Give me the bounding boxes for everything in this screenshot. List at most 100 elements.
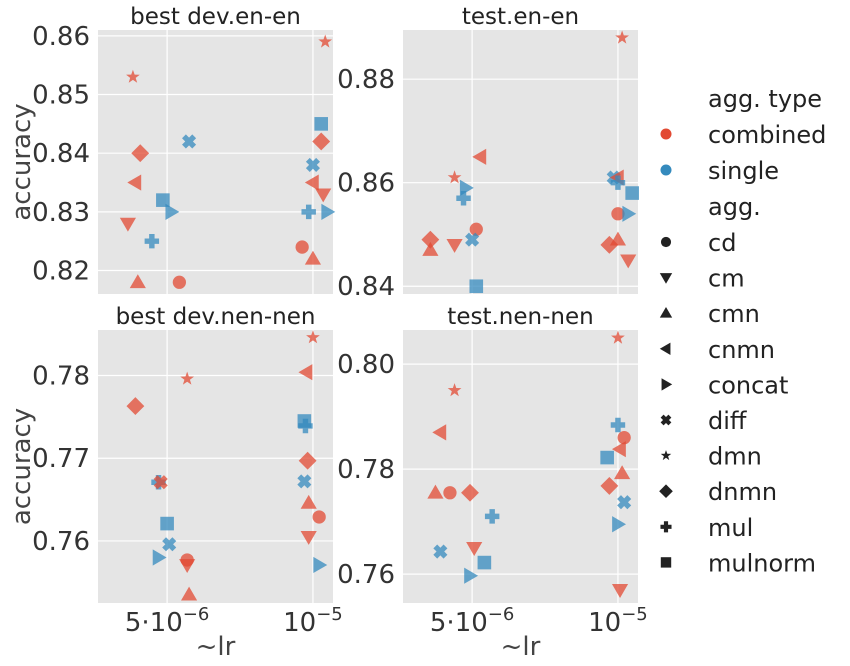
data-point-dnmn bbox=[600, 235, 619, 254]
data-point-mul bbox=[301, 204, 316, 220]
panel-title: best dev.nen-nen bbox=[116, 304, 316, 330]
data-point-diff bbox=[617, 495, 632, 510]
legend-marker-concat bbox=[661, 378, 673, 391]
data-point-cnmn bbox=[432, 424, 447, 441]
data-point-dmn bbox=[126, 69, 140, 83]
legend-marker-dmn bbox=[660, 450, 672, 461]
data-point-dnmn bbox=[421, 230, 440, 249]
legend: agg. type combined single agg. cd cm cmn cnmn co… bbox=[659, 85, 826, 577]
legend-marker-diff bbox=[660, 414, 672, 426]
data-point-mul bbox=[298, 418, 313, 434]
data-point-mulnorm bbox=[160, 516, 174, 531]
y-tick-label: 0.86 bbox=[337, 169, 395, 199]
data-point-cd bbox=[611, 207, 625, 221]
data-point-diff bbox=[182, 134, 197, 149]
data-point-mulnorm bbox=[314, 117, 328, 131]
legend-label-cd: cd bbox=[708, 229, 736, 257]
y-axis-label: accuracy bbox=[7, 408, 37, 525]
data-point-mul bbox=[144, 233, 160, 249]
data-point-mulnorm bbox=[469, 279, 484, 294]
data-point-dmn bbox=[615, 30, 629, 44]
data-point-cd bbox=[172, 275, 187, 289]
data-points bbox=[126, 330, 328, 601]
data-point-cmn bbox=[129, 274, 146, 289]
data-point-dnmn bbox=[131, 144, 150, 163]
legend-marker-single bbox=[660, 164, 672, 176]
y-tick-label: 0.86 bbox=[32, 22, 90, 52]
data-point-cnmn bbox=[298, 364, 313, 381]
legend-label-mul: mul bbox=[708, 514, 753, 542]
data-points bbox=[119, 34, 336, 289]
plot-area bbox=[98, 330, 333, 603]
legend-marker-cm bbox=[659, 273, 673, 284]
data-point-concat bbox=[152, 549, 167, 566]
data-point-mul bbox=[610, 175, 626, 190]
data-point-dnmn bbox=[312, 132, 331, 151]
y-tick-label: 0.76 bbox=[337, 560, 395, 590]
data-point-diff bbox=[305, 157, 320, 172]
panel-4: 0.76 0.78 0.80 5·10−6 10−5 test.nen-nen ~lr bbox=[337, 304, 648, 662]
data-points bbox=[427, 330, 632, 598]
data-point-cnmn bbox=[611, 441, 626, 458]
data-point-cm bbox=[119, 217, 136, 232]
y-tick-label: 0.88 bbox=[337, 65, 395, 95]
x-axis-label: ~lr bbox=[501, 632, 541, 662]
data-point-concat bbox=[165, 203, 180, 220]
legend-label-cmn: cmn bbox=[708, 300, 760, 328]
data-point-cmn bbox=[609, 231, 627, 246]
legend-label-single: single bbox=[708, 157, 779, 185]
y-tick-label: 0.80 bbox=[337, 350, 395, 380]
legend-label-dmn: dmn bbox=[708, 443, 762, 471]
data-point-mulnorm bbox=[625, 186, 639, 200]
panels-layer: 0.82 0.83 0.84 0.85 0.86 best dev.en-en accura… bbox=[7, 4, 648, 662]
data-point-mulnorm bbox=[477, 555, 492, 570]
data-point-diff bbox=[297, 474, 312, 489]
data-point-cm bbox=[300, 531, 317, 545]
x-tick-label: 10−5 bbox=[283, 604, 343, 638]
x-tick-label: 10−5 bbox=[588, 604, 648, 638]
data-point-cm bbox=[315, 188, 332, 203]
data-point-cmn bbox=[614, 465, 631, 480]
data-point-dmn bbox=[611, 330, 625, 344]
data-point-cm bbox=[611, 584, 629, 598]
legend-label-combined: combined bbox=[708, 121, 826, 149]
data-point-dmn bbox=[447, 170, 462, 184]
data-point-mul bbox=[610, 417, 626, 433]
panel-2: 0.84 0.86 0.88 test.en-en bbox=[337, 4, 639, 302]
data-points bbox=[421, 30, 639, 294]
data-point-cd bbox=[443, 486, 457, 500]
data-point-cnmn bbox=[472, 148, 487, 165]
data-point-mulnorm bbox=[156, 193, 170, 207]
y-tick-label: 0.85 bbox=[32, 81, 90, 111]
data-point-cd bbox=[617, 430, 631, 445]
y-tick-label: 0.78 bbox=[337, 455, 395, 485]
data-point-cd bbox=[312, 510, 326, 524]
data-point-cd bbox=[469, 222, 483, 236]
y-axis-label: accuracy bbox=[7, 103, 37, 220]
legend-marker-cmn bbox=[659, 307, 673, 318]
plot-area bbox=[403, 330, 638, 603]
data-point-cm bbox=[620, 254, 637, 269]
data-point-cmn bbox=[304, 250, 322, 265]
data-point-concat bbox=[612, 516, 627, 533]
data-point-cd bbox=[295, 240, 309, 254]
y-tick-label: 0.77 bbox=[32, 444, 90, 474]
data-point-dnmn bbox=[461, 483, 479, 502]
data-point-concat bbox=[622, 205, 637, 222]
data-point-dnmn bbox=[298, 451, 317, 470]
legend-label-cm: cm bbox=[708, 265, 745, 293]
legend-title-agg: agg. bbox=[708, 193, 761, 221]
legend-marker-combined bbox=[660, 128, 672, 140]
plot-area bbox=[98, 30, 333, 294]
legend-marker-cnmn bbox=[659, 342, 671, 355]
data-point-diff bbox=[153, 475, 168, 490]
data-point-cnmn bbox=[127, 174, 142, 191]
data-point-concat bbox=[321, 203, 336, 220]
legend-marker-mulnorm bbox=[660, 557, 672, 568]
legend-label-dnmn: dnmn bbox=[708, 478, 777, 506]
legend-label-concat: concat bbox=[708, 371, 788, 399]
legend-label-diff: diff bbox=[708, 407, 747, 435]
plot-area bbox=[403, 30, 638, 294]
data-point-cm bbox=[466, 542, 483, 556]
